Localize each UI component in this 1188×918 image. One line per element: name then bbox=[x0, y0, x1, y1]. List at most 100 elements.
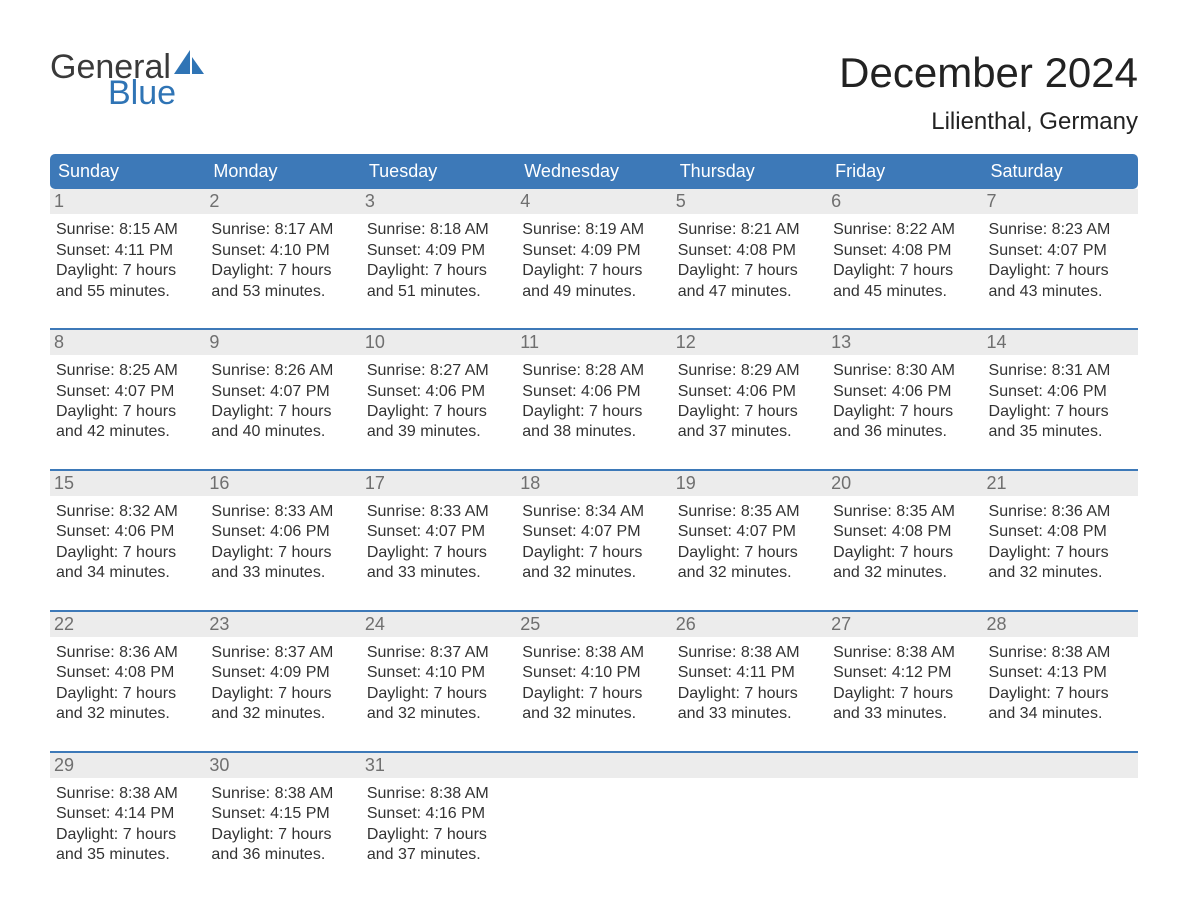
day-details: Sunrise: 8:38 AMSunset: 4:14 PMDaylight:… bbox=[56, 784, 199, 866]
day-details: Sunrise: 8:32 AMSunset: 4:06 PMDaylight:… bbox=[56, 502, 199, 584]
daylight-line-1: Daylight: 7 hours bbox=[367, 402, 510, 422]
sunset-line: Sunset: 4:08 PM bbox=[989, 522, 1132, 542]
daylight-line-1: Daylight: 7 hours bbox=[678, 543, 821, 563]
daylight-line-2: and 32 minutes. bbox=[833, 563, 976, 583]
day-number: 18 bbox=[516, 471, 671, 496]
day-number: 30 bbox=[205, 753, 360, 778]
day-details: Sunrise: 8:26 AMSunset: 4:07 PMDaylight:… bbox=[211, 361, 354, 443]
daylight-line-1: Daylight: 7 hours bbox=[211, 825, 354, 845]
calendar-cell: 20 Sunrise: 8:35 AMSunset: 4:08 PMDayligh… bbox=[827, 471, 982, 596]
calendar-cell: 28Sunrise: 8:38 AMSunset: 4:13 PMDayligh… bbox=[983, 612, 1138, 737]
dow-wednesday: Wednesday bbox=[516, 154, 671, 189]
daylight-line-1: Daylight: 7 hours bbox=[989, 261, 1132, 281]
sunrise-line: Sunrise: 8:38 AM bbox=[522, 643, 665, 663]
sunset-line: Sunset: 4:08 PM bbox=[833, 522, 976, 542]
daylight-line-1: Daylight: 7 hours bbox=[833, 261, 976, 281]
dow-sunday: Sunday bbox=[50, 154, 205, 189]
sunset-line: Sunset: 4:07 PM bbox=[678, 522, 821, 542]
day-details: Sunrise: 8:38 AMSunset: 4:12 PMDaylight:… bbox=[833, 643, 976, 725]
day-number: 26 bbox=[672, 612, 827, 637]
sunrise-line: Sunrise: 8:34 AM bbox=[522, 502, 665, 522]
day-number: 4 bbox=[516, 189, 671, 214]
daylight-line-2: and 33 minutes. bbox=[211, 563, 354, 583]
daylight-line-1: Daylight: 7 hours bbox=[522, 402, 665, 422]
daylight-line-2: and 32 minutes. bbox=[989, 563, 1132, 583]
day-number: 21 bbox=[983, 471, 1138, 496]
day-details: Sunrise: 8:36 AMSunset: 4:08 PMDaylight:… bbox=[989, 502, 1132, 584]
sunrise-line: Sunrise: 8:21 AM bbox=[678, 220, 821, 240]
title-block: December 2024 Lilienthal, Germany bbox=[839, 50, 1138, 136]
sunset-line: Sunset: 4:08 PM bbox=[833, 241, 976, 261]
day-number: 14 bbox=[983, 330, 1138, 355]
day-number: 11 bbox=[516, 330, 671, 355]
sunset-line: Sunset: 4:14 PM bbox=[56, 804, 199, 824]
daylight-line-1: Daylight: 7 hours bbox=[211, 261, 354, 281]
sunset-line: Sunset: 4:09 PM bbox=[522, 241, 665, 261]
header: General Blue December 2024 Lilienthal, G… bbox=[50, 50, 1138, 136]
sunset-line: Sunset: 4:06 PM bbox=[522, 382, 665, 402]
day-details: Sunrise: 8:38 AMSunset: 4:13 PMDaylight:… bbox=[989, 643, 1132, 725]
calendar-cell: 19Sunrise: 8:35 AMSunset: 4:07 PMDayligh… bbox=[672, 471, 827, 596]
sunrise-line: Sunrise: 8:38 AM bbox=[211, 784, 354, 804]
calendar-cell: 14 Sunrise: 8:31 AMSunset: 4:06 PMDayligh… bbox=[983, 330, 1138, 455]
daylight-line-1: Daylight: 7 hours bbox=[56, 543, 199, 563]
sunset-line: Sunset: 4:07 PM bbox=[522, 522, 665, 542]
day-details: Sunrise: 8:38 AMSunset: 4:16 PMDaylight:… bbox=[367, 784, 510, 866]
daylight-line-1: Daylight: 7 hours bbox=[367, 825, 510, 845]
day-number: 2 bbox=[205, 189, 360, 214]
daylight-line-2: and 33 minutes. bbox=[678, 704, 821, 724]
day-number bbox=[827, 753, 982, 778]
daylight-line-2: and 34 minutes. bbox=[989, 704, 1132, 724]
daylight-line-2: and 32 minutes. bbox=[522, 704, 665, 724]
daylight-line-1: Daylight: 7 hours bbox=[367, 543, 510, 563]
day-details: Sunrise: 8:23 AMSunset: 4:07 PMDaylight:… bbox=[989, 220, 1132, 302]
daylight-line-2: and 35 minutes. bbox=[56, 845, 199, 865]
daylight-line-2: and 55 minutes. bbox=[56, 282, 199, 302]
day-details: Sunrise: 8:35 AMSunset: 4:08 PMDaylight:… bbox=[833, 502, 976, 584]
day-details: Sunrise: 8:15 AMSunset: 4:11 PMDaylight:… bbox=[56, 220, 199, 302]
sunrise-line: Sunrise: 8:35 AM bbox=[678, 502, 821, 522]
sunrise-line: Sunrise: 8:29 AM bbox=[678, 361, 821, 381]
calendar-cell bbox=[983, 753, 1138, 878]
daylight-line-1: Daylight: 7 hours bbox=[367, 261, 510, 281]
sunrise-line: Sunrise: 8:36 AM bbox=[989, 502, 1132, 522]
daylight-line-1: Daylight: 7 hours bbox=[56, 684, 199, 704]
calendar-cell: 26Sunrise: 8:38 AMSunset: 4:11 PMDayligh… bbox=[672, 612, 827, 737]
calendar-cell: 30 Sunrise: 8:38 AMSunset: 4:15 PMDayligh… bbox=[205, 753, 360, 878]
dow-thursday: Thursday bbox=[672, 154, 827, 189]
sunset-line: Sunset: 4:07 PM bbox=[56, 382, 199, 402]
daylight-line-2: and 37 minutes. bbox=[367, 845, 510, 865]
calendar-cell bbox=[672, 753, 827, 878]
calendar-cell: 21 Sunrise: 8:36 AMSunset: 4:08 PMDayligh… bbox=[983, 471, 1138, 596]
day-details: Sunrise: 8:27 AMSunset: 4:06 PMDaylight:… bbox=[367, 361, 510, 443]
day-details: Sunrise: 8:34 AMSunset: 4:07 PMDaylight:… bbox=[522, 502, 665, 584]
calendar-cell: 8Sunrise: 8:25 AMSunset: 4:07 PMDaylight… bbox=[50, 330, 205, 455]
day-number: 13 bbox=[827, 330, 982, 355]
day-details: Sunrise: 8:38 AMSunset: 4:15 PMDaylight:… bbox=[211, 784, 354, 866]
day-number: 16 bbox=[205, 471, 360, 496]
daylight-line-2: and 35 minutes. bbox=[989, 422, 1132, 442]
day-number: 20 bbox=[827, 471, 982, 496]
daylight-line-1: Daylight: 7 hours bbox=[211, 543, 354, 563]
dow-saturday: Saturday bbox=[983, 154, 1138, 189]
day-number bbox=[983, 753, 1138, 778]
dow-tuesday: Tuesday bbox=[361, 154, 516, 189]
daylight-line-2: and 40 minutes. bbox=[211, 422, 354, 442]
weeks-container: 1Sunrise: 8:15 AMSunset: 4:11 PMDaylight… bbox=[50, 189, 1138, 877]
daylight-line-2: and 32 minutes. bbox=[522, 563, 665, 583]
sunrise-line: Sunrise: 8:23 AM bbox=[989, 220, 1132, 240]
calendar-cell: 5Sunrise: 8:21 AMSunset: 4:08 PMDaylight… bbox=[672, 189, 827, 314]
sunset-line: Sunset: 4:06 PM bbox=[678, 382, 821, 402]
day-number: 3 bbox=[361, 189, 516, 214]
sunrise-line: Sunrise: 8:37 AM bbox=[367, 643, 510, 663]
day-details: Sunrise: 8:30 AMSunset: 4:06 PMDaylight:… bbox=[833, 361, 976, 443]
day-details: Sunrise: 8:17 AMSunset: 4:10 PMDaylight:… bbox=[211, 220, 354, 302]
day-details: Sunrise: 8:31 AMSunset: 4:06 PMDaylight:… bbox=[989, 361, 1132, 443]
calendar-cell: 23Sunrise: 8:37 AMSunset: 4:09 PMDayligh… bbox=[205, 612, 360, 737]
daylight-line-2: and 34 minutes. bbox=[56, 563, 199, 583]
daylight-line-2: and 32 minutes. bbox=[56, 704, 199, 724]
daylight-line-1: Daylight: 7 hours bbox=[211, 684, 354, 704]
sunrise-line: Sunrise: 8:19 AM bbox=[522, 220, 665, 240]
day-number: 31 bbox=[361, 753, 516, 778]
day-number: 24 bbox=[361, 612, 516, 637]
